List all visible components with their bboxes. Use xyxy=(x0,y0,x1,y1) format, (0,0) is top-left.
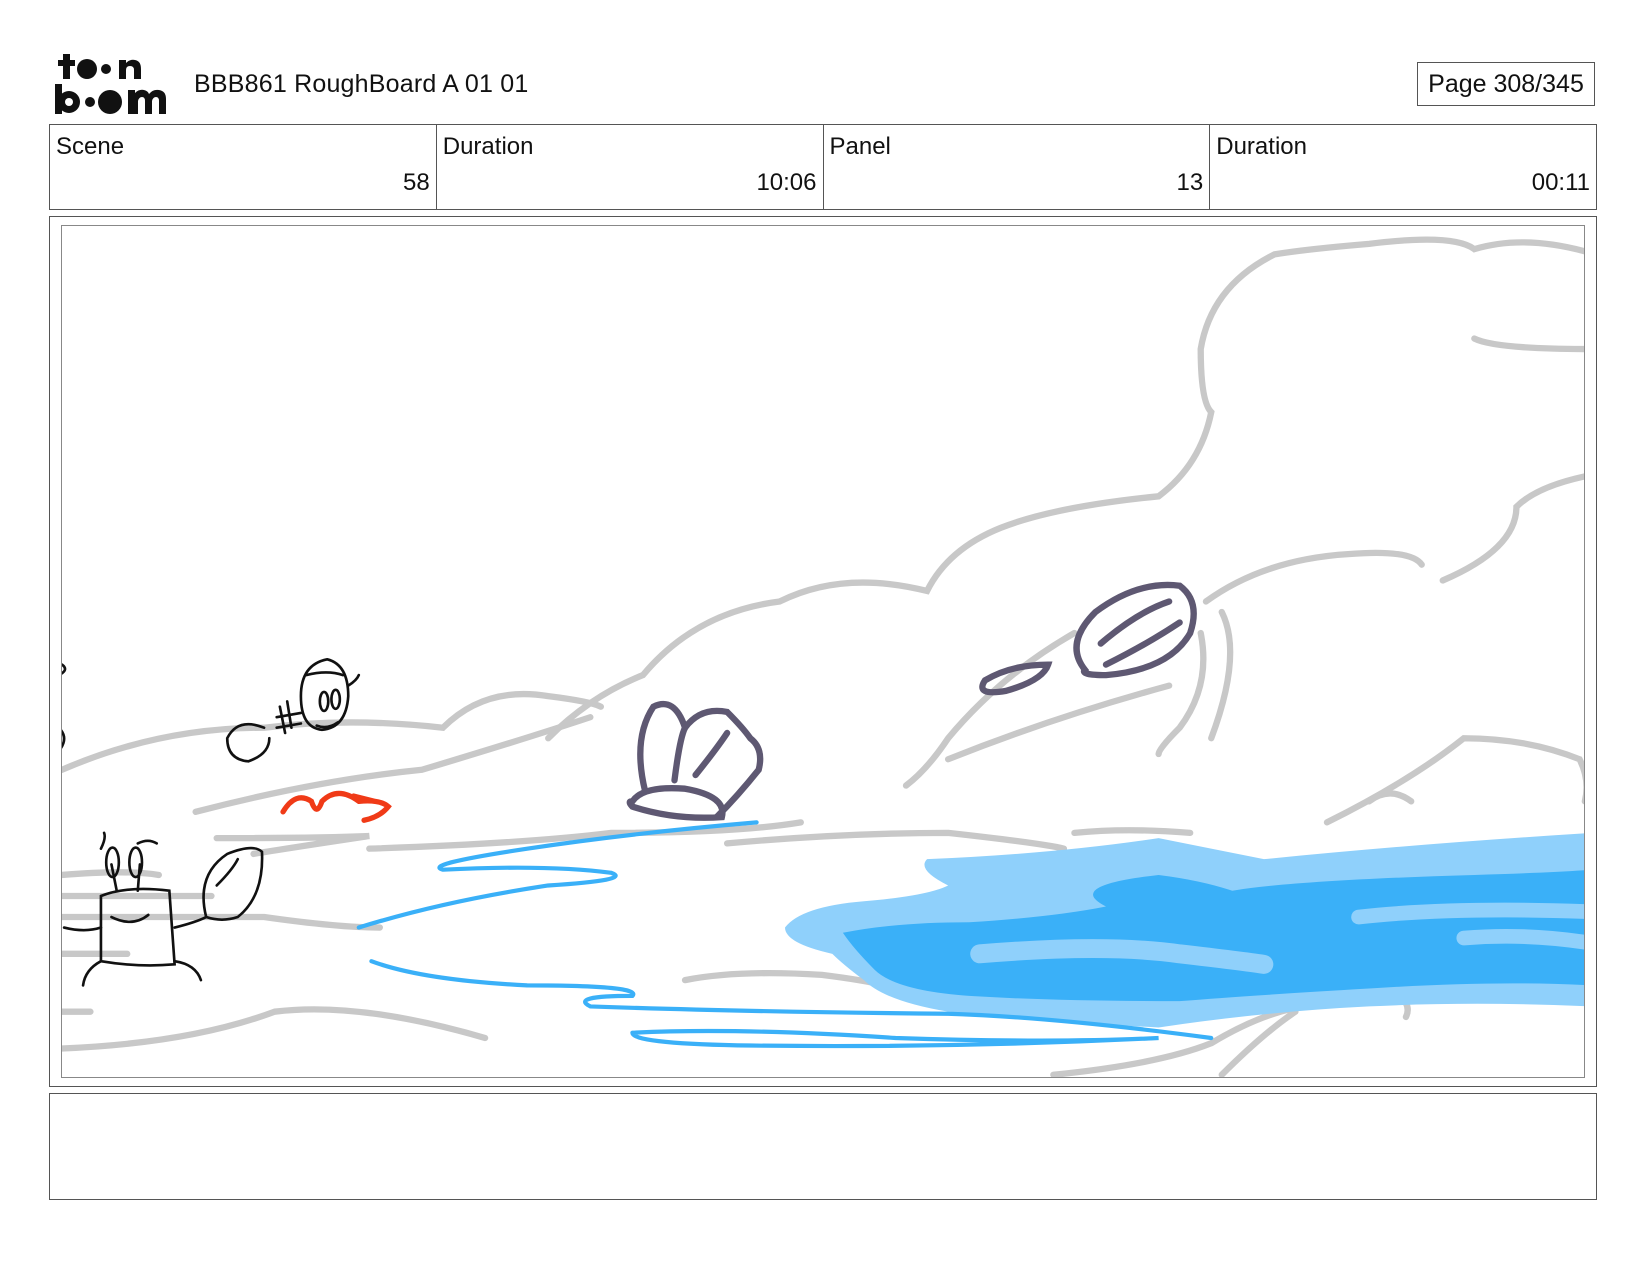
storyboard-sketch xyxy=(62,236,1584,1077)
info-table: Scene 58 Duration 10:06 Panel 13 Duratio… xyxy=(49,124,1597,210)
scene-value: 58 xyxy=(403,169,430,196)
stream-lines xyxy=(356,820,1214,1049)
seashells xyxy=(626,581,1197,821)
panel-duration-value: 00:11 xyxy=(1531,169,1590,196)
panel-image-area xyxy=(61,225,1585,1078)
scene-duration-label: Duration xyxy=(442,133,534,160)
panel-duration-label: Duration xyxy=(1216,133,1307,160)
motion-arrow xyxy=(280,790,392,823)
scene-duration-value: 10:06 xyxy=(756,169,817,196)
scene-label: Scene xyxy=(56,133,125,160)
water-pool xyxy=(785,833,1584,1028)
scene-duration-cell: Duration 10:06 xyxy=(437,125,824,209)
crab-character xyxy=(62,831,264,987)
panel-value: 13 xyxy=(1176,169,1204,196)
panel-duration-cell: Duration 00:11 xyxy=(1210,125,1596,209)
panel-cell: Panel 13 xyxy=(824,125,1211,209)
panel-frame xyxy=(49,216,1597,1087)
page-indicator: Page 308/345 xyxy=(1417,62,1595,106)
toon-boom-logo xyxy=(55,54,166,114)
project-title: BBB861 RoughBoard A 01 01 xyxy=(194,70,529,98)
scene-cell: Scene 58 xyxy=(50,125,437,209)
bird-character xyxy=(62,657,361,763)
panel-label: Panel xyxy=(829,133,891,160)
notes-box xyxy=(49,1093,1597,1200)
